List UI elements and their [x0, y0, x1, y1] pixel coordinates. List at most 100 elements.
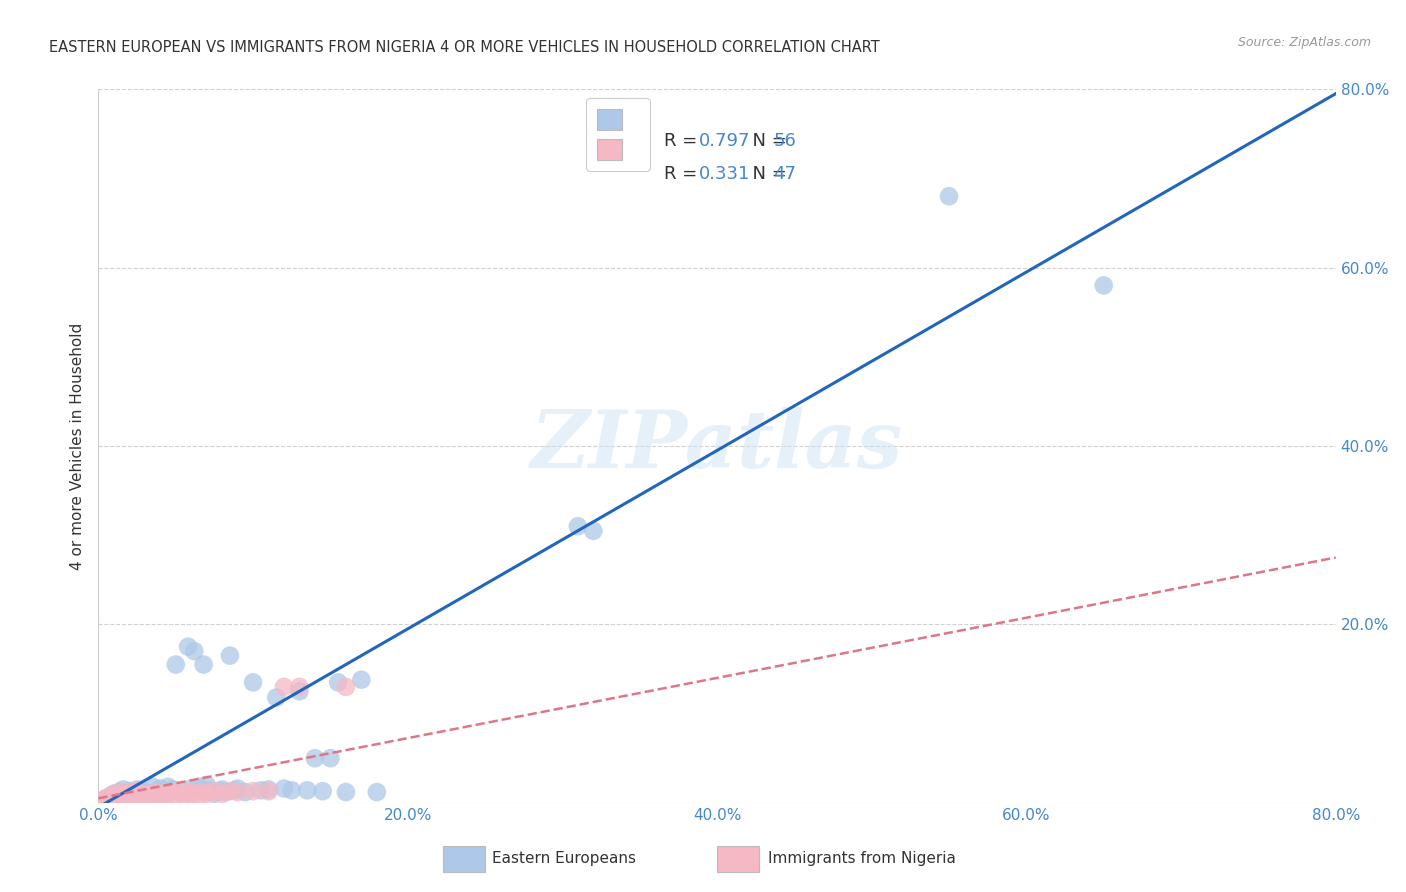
Text: N =: N =	[741, 165, 793, 183]
Text: Immigrants from Nigeria: Immigrants from Nigeria	[768, 852, 956, 866]
Point	[173, 785, 195, 799]
Point	[266, 690, 288, 705]
Point	[198, 783, 221, 797]
Point	[204, 784, 226, 798]
Text: ZIPatlas: ZIPatlas	[531, 408, 903, 484]
Point	[115, 787, 138, 801]
Text: R =: R =	[664, 165, 703, 183]
Point	[157, 780, 180, 794]
Point	[134, 790, 156, 805]
Point	[142, 780, 165, 794]
Point	[96, 791, 118, 805]
Point	[188, 780, 211, 794]
Point	[165, 657, 187, 672]
Point	[131, 789, 153, 804]
Point	[250, 783, 273, 797]
Point	[211, 787, 233, 801]
Point	[188, 789, 211, 803]
Point	[107, 785, 129, 799]
Point	[136, 787, 159, 801]
Point	[100, 789, 122, 803]
Point	[319, 751, 342, 765]
Point	[195, 787, 218, 801]
Point	[335, 785, 357, 799]
Point	[145, 785, 167, 799]
Point	[103, 787, 125, 801]
Point	[297, 783, 319, 797]
Point	[105, 789, 128, 803]
Point	[129, 787, 152, 801]
Point	[165, 789, 187, 804]
Point	[134, 785, 156, 799]
Point	[127, 782, 149, 797]
Point	[91, 793, 114, 807]
Point	[152, 787, 174, 801]
Point	[146, 784, 169, 798]
Text: 0.331: 0.331	[699, 165, 751, 183]
Point	[98, 793, 121, 807]
Point	[183, 644, 205, 658]
Point	[121, 789, 143, 804]
Point	[142, 789, 165, 804]
Point	[112, 782, 135, 797]
Point	[214, 785, 236, 799]
Point	[226, 781, 249, 796]
Point	[304, 751, 326, 765]
Point	[173, 789, 195, 803]
Point	[131, 787, 153, 801]
Point	[118, 784, 141, 798]
Point	[211, 782, 233, 797]
Point	[103, 791, 125, 805]
Point	[162, 782, 184, 797]
Point	[149, 789, 172, 804]
Point	[335, 680, 357, 694]
Point	[121, 787, 143, 801]
Point	[138, 789, 160, 803]
Point	[136, 789, 159, 803]
Point	[938, 189, 960, 203]
Point	[149, 781, 172, 796]
Point	[273, 781, 295, 796]
Point	[180, 785, 202, 799]
Point	[114, 789, 136, 803]
Point	[257, 784, 280, 798]
Point	[582, 524, 605, 538]
Point	[103, 787, 125, 801]
Point	[157, 789, 180, 803]
Point	[195, 778, 218, 792]
Point	[111, 785, 134, 799]
Point	[208, 784, 231, 798]
Point	[219, 648, 242, 663]
Text: 0.797: 0.797	[699, 132, 751, 150]
Point	[288, 680, 311, 694]
Point	[1092, 278, 1115, 293]
Point	[105, 791, 128, 805]
Point	[257, 782, 280, 797]
Point	[326, 675, 350, 690]
Point	[162, 785, 184, 799]
Text: Eastern Europeans: Eastern Europeans	[492, 852, 636, 866]
Text: EASTERN EUROPEAN VS IMMIGRANTS FROM NIGERIA 4 OR MORE VEHICLES IN HOUSEHOLD CORR: EASTERN EUROPEAN VS IMMIGRANTS FROM NIGE…	[49, 40, 880, 55]
Point	[118, 789, 141, 804]
Text: 47: 47	[773, 165, 796, 183]
Point	[226, 785, 249, 799]
Point	[118, 785, 141, 799]
Point	[177, 787, 200, 801]
Point	[183, 787, 205, 801]
Point	[567, 519, 589, 533]
Point	[193, 785, 215, 799]
Point	[111, 790, 134, 805]
Point	[167, 785, 190, 799]
Text: 56: 56	[773, 132, 796, 150]
Point	[219, 784, 242, 798]
Point	[100, 789, 122, 804]
Point	[122, 790, 145, 805]
Point	[180, 781, 202, 796]
Point	[127, 789, 149, 803]
Point	[177, 640, 200, 654]
Point	[107, 792, 129, 806]
Point	[235, 785, 257, 799]
Point	[224, 783, 246, 797]
Point	[204, 787, 226, 801]
Point	[96, 791, 118, 805]
